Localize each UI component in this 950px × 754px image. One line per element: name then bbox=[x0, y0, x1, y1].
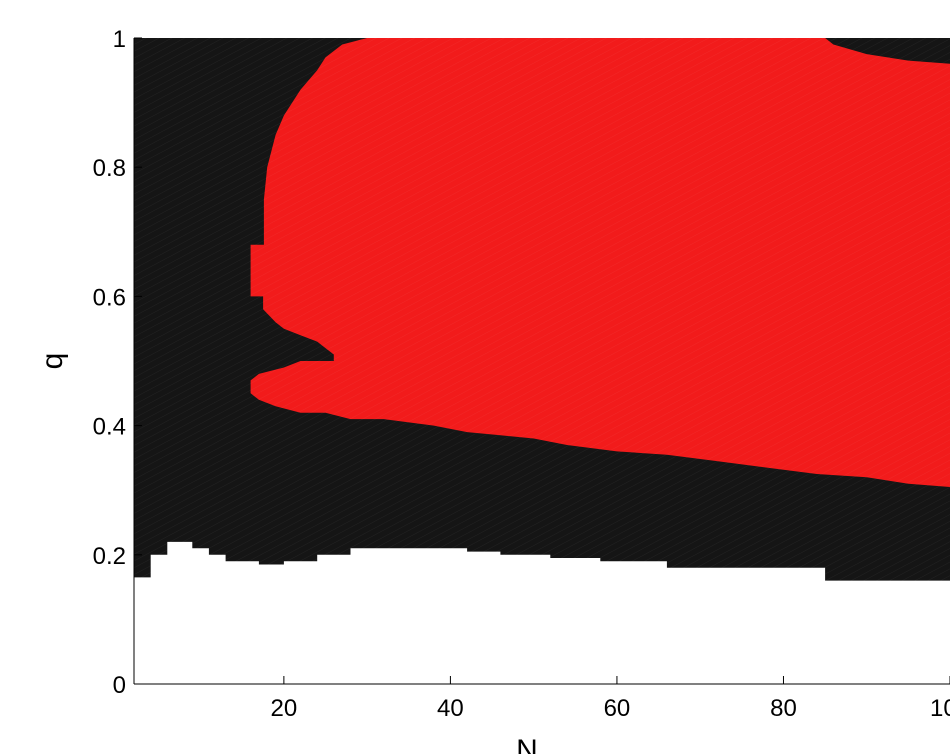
plot-area bbox=[134, 38, 950, 684]
x-axis-label: N bbox=[516, 734, 538, 754]
y-axis-label: q bbox=[36, 353, 69, 370]
x-tick-label: 80 bbox=[770, 695, 797, 722]
x-tick-label: 40 bbox=[437, 695, 464, 722]
x-tick-label: 20 bbox=[271, 695, 298, 722]
y-tick-label: 0 bbox=[113, 672, 126, 699]
y-tick-label: 0.2 bbox=[93, 543, 126, 570]
hatch-texture bbox=[134, 38, 950, 684]
y-tick-label: 1 bbox=[113, 26, 126, 53]
x-tick-label: 60 bbox=[604, 695, 631, 722]
axes bbox=[133, 38, 950, 685]
x-ticks: 20 40 60 80 100 bbox=[271, 676, 950, 722]
x-tick-label: 100 bbox=[930, 695, 950, 722]
y-tick-label: 0.4 bbox=[93, 414, 126, 441]
y-tick-label: 0.8 bbox=[93, 155, 126, 182]
y-ticks: 0 0.2 0.4 0.6 0.8 1 bbox=[93, 26, 142, 699]
y-tick-label: 0.6 bbox=[93, 284, 126, 311]
